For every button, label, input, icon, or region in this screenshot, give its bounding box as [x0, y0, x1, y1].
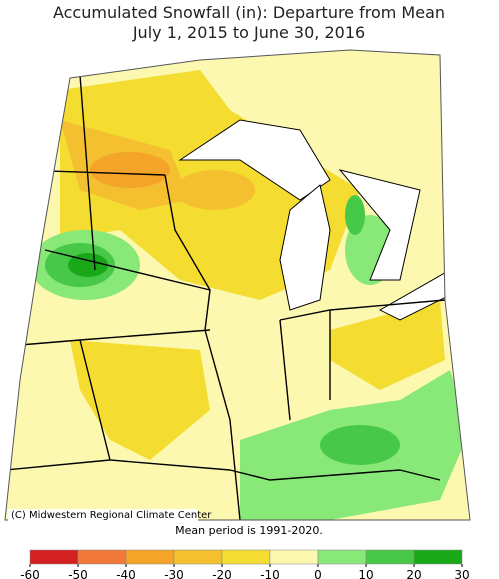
legend-swatch [317, 549, 367, 565]
snow-zone [345, 195, 365, 235]
snow-zone [330, 300, 445, 390]
legend-tick-label: 20 [406, 568, 421, 579]
title-line-1: Accumulated Snowfall (in): Departure fro… [53, 3, 445, 22]
title-line-2: July 1, 2015 to June 30, 2016 [132, 23, 365, 42]
credit-box [8, 509, 198, 521]
legend: -60 -50 -40 -30 -20 -10 0 10 20 30 [20, 549, 470, 579]
legend-tick-label: 0 [314, 568, 322, 579]
legend-tick-label: -10 [260, 568, 280, 579]
legend-tick-label: -20 [212, 568, 232, 579]
snow-zone [90, 152, 170, 188]
credit: (C) Midwestern Regional Climate Center [11, 510, 212, 521]
legend-swatch [221, 549, 271, 565]
legend-tick-label: 10 [358, 568, 373, 579]
legend-tick-label: 30 [454, 568, 469, 579]
map [5, 50, 470, 520]
legend-swatch [77, 549, 127, 565]
snow-zone [175, 170, 255, 210]
map-frame [4, 49, 471, 521]
legend-swatch [269, 549, 319, 565]
legend-swatch [413, 549, 463, 565]
legend-swatch [173, 549, 223, 565]
legend-tick-label: -50 [68, 568, 88, 579]
lake-huron [338, 169, 421, 281]
legend-tick-label: -40 [116, 568, 136, 579]
legend-tick-label: -60 [20, 568, 40, 579]
snow-zone [320, 425, 400, 465]
legend-swatch [365, 549, 415, 565]
legend-swatch [125, 549, 175, 565]
snow-zone [70, 340, 210, 460]
state-borders [5, 74, 446, 520]
legend-tick-label: -30 [164, 568, 184, 579]
note: Mean period is 1991-2020. [175, 524, 323, 537]
lake-superior [178, 119, 331, 201]
snow-zone [68, 253, 108, 277]
legend-swatch [29, 549, 79, 565]
lake-michigan [279, 184, 331, 311]
